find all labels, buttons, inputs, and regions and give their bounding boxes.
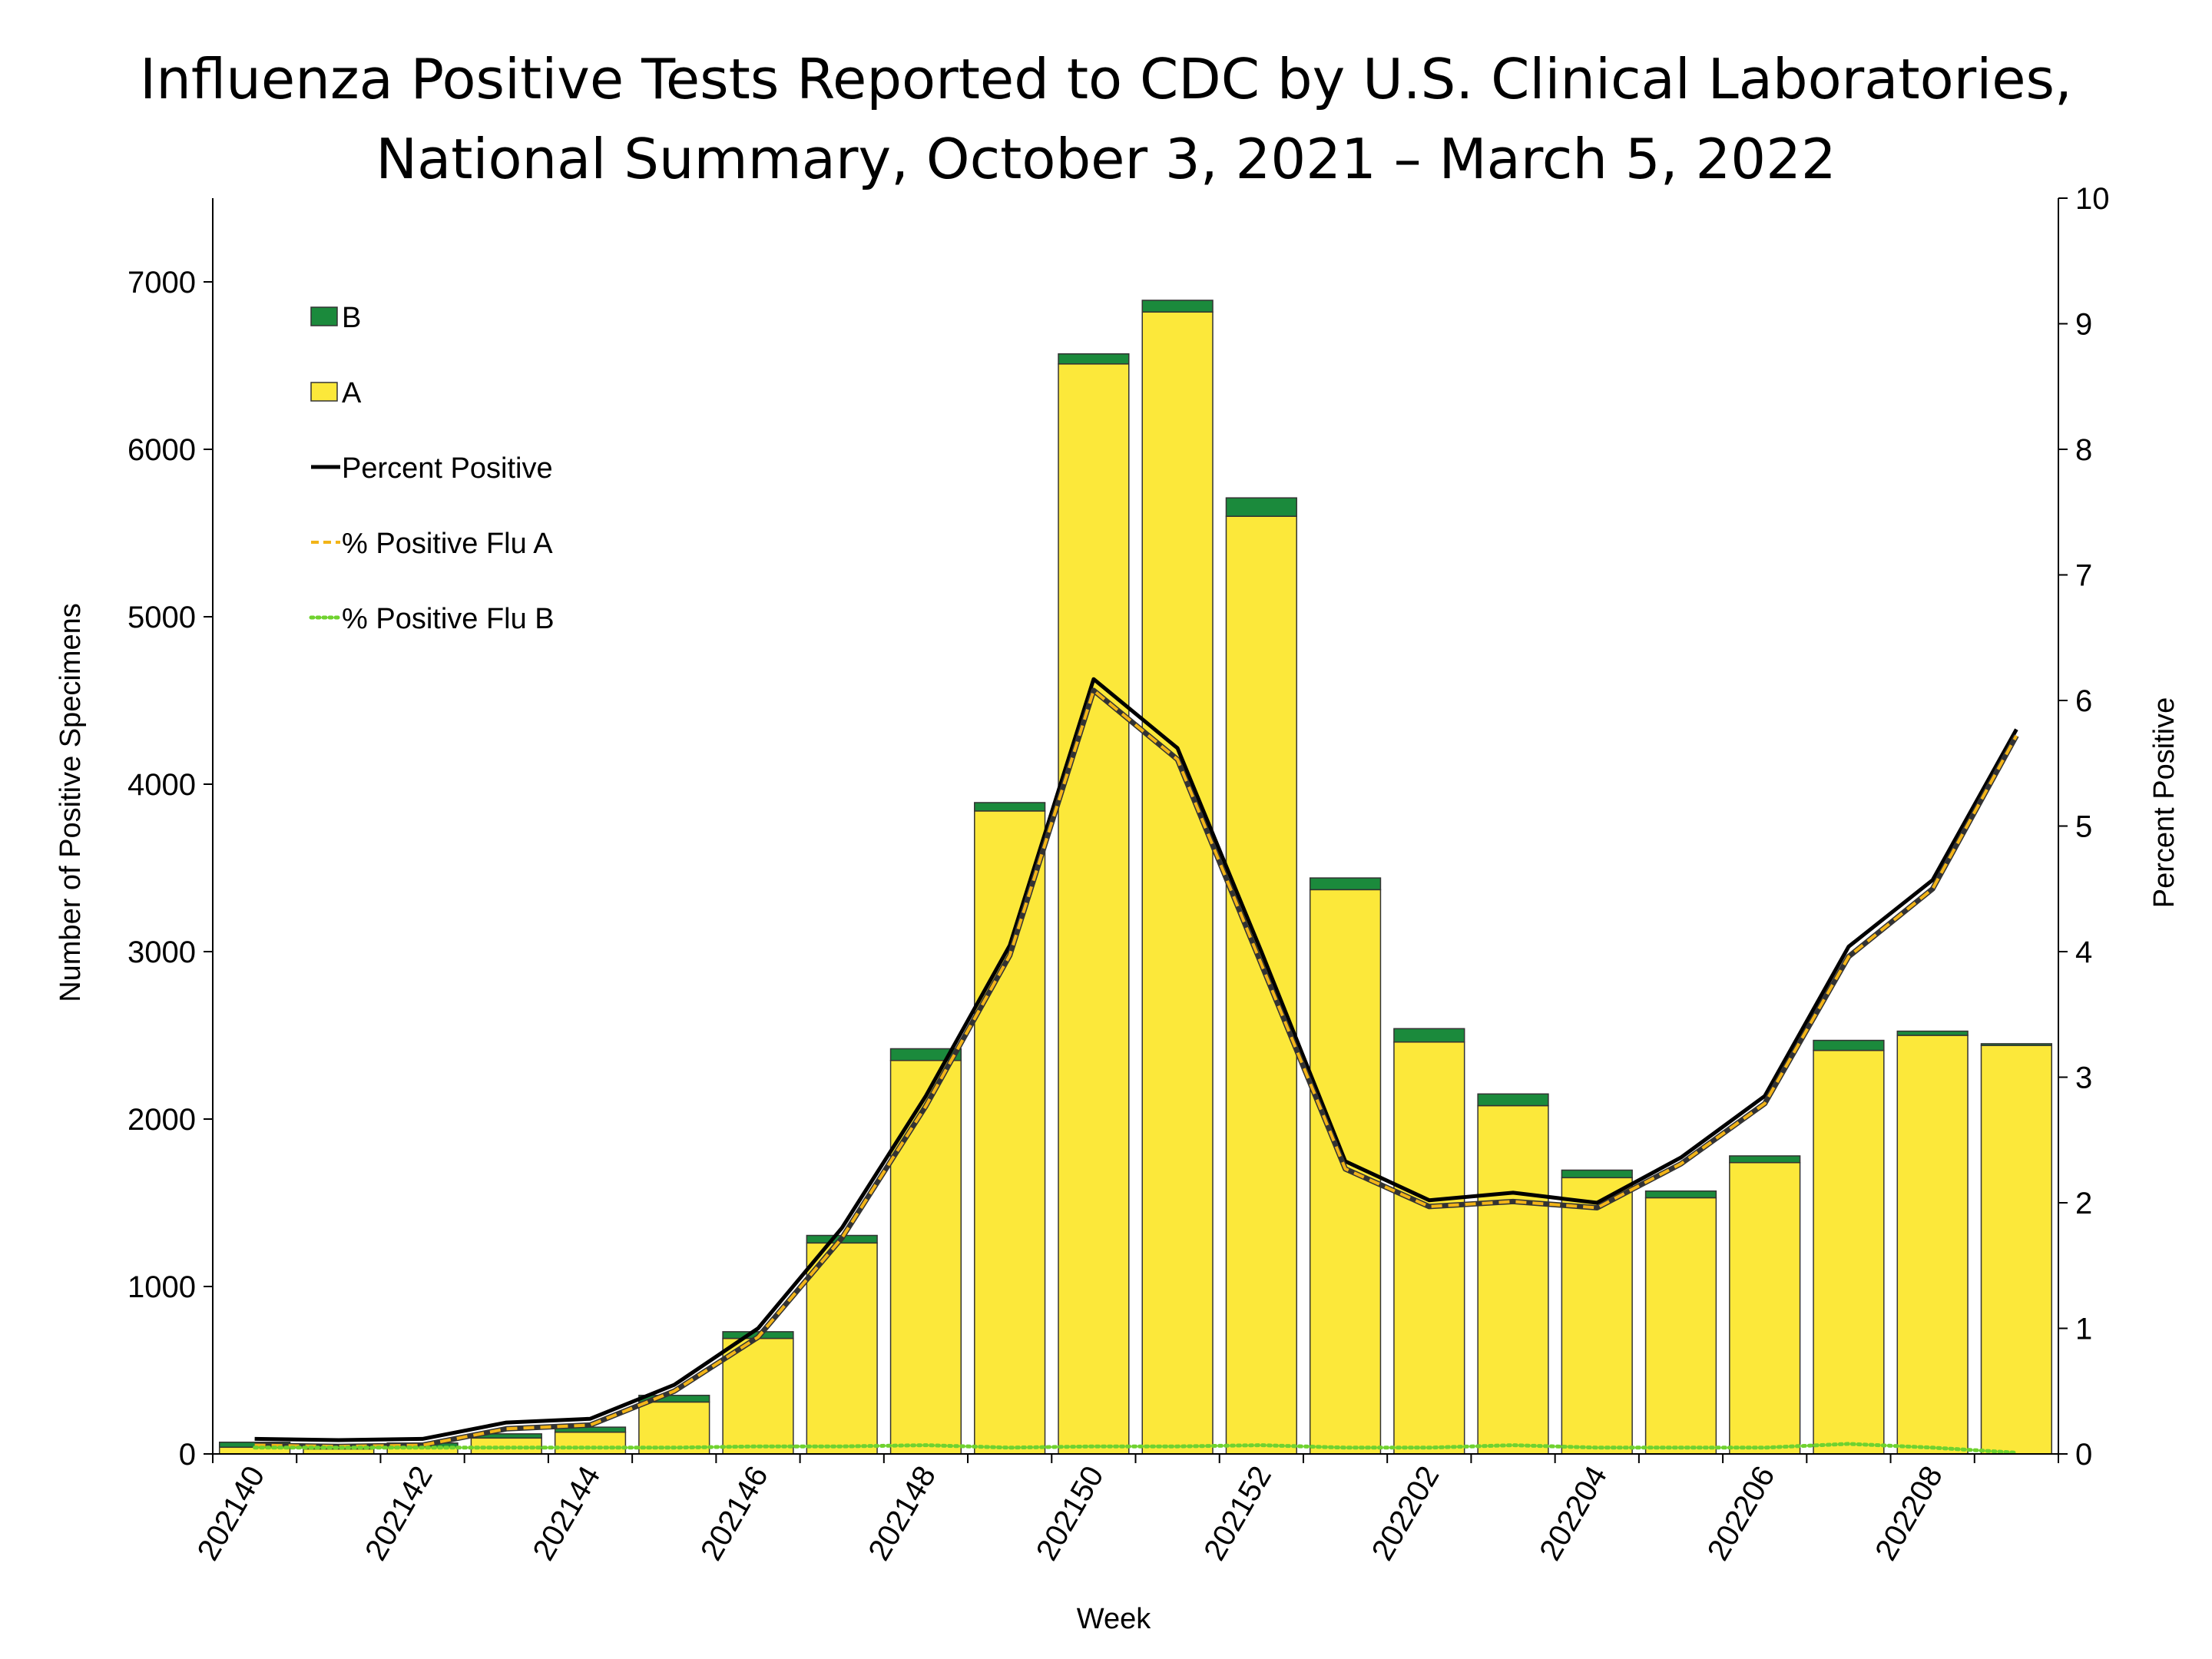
y-right-tick-label: 3 [2075,1061,2092,1095]
y-right-tick-label: 5 [2075,810,2092,844]
bar-a-202152 [1225,515,1297,1455]
line-percent-positive [254,677,2018,1442]
line-percent-flu-a [254,688,2018,1449]
bar-b-202150 [1058,353,1130,365]
x-tick-label: 202146 [694,1461,775,1567]
x-tick-label: 202148 [862,1461,942,1567]
y-left-tick-label: 6000 [127,433,196,467]
bar-b-202148 [889,1048,962,1061]
y-left-tick-label: 0 [179,1438,196,1472]
bar-a-202206 [1729,1161,1801,1455]
y-right-tick-label: 6 [2075,684,2092,718]
y-left-tick-label: 3000 [127,935,196,969]
y-axis-right-label: Percent Positive [2148,697,2181,909]
x-tick-label: 202152 [1197,1461,1278,1567]
legend-label: Percent Positive [342,452,553,485]
bar-series-group [218,300,2053,1455]
bar-b-202204 [1561,1169,1633,1179]
x-tick-label: 202140 [191,1461,272,1567]
legend: B A Percent Positive % Positive Flu A % Posi… [309,302,555,635]
x-tick-label: 202208 [1869,1461,1949,1567]
line-percent-flu-b [253,1442,2018,1455]
y-right-tick-label: 2 [2075,1187,2092,1220]
y-right-tick-label: 8 [2075,433,2092,467]
x-tick-label: 202150 [1030,1461,1111,1567]
bar-a-202207 [1813,1049,1885,1455]
bar-b-202208 [1896,1030,1969,1036]
legend-swatch-a [310,382,338,402]
bar-a-202149 [974,810,1046,1455]
bar-a-202208 [1896,1035,1969,1455]
x-tick-label: 202204 [1533,1461,1614,1567]
bar-a-202205 [1644,1197,1717,1455]
bar-a-202151 [1141,311,1214,1455]
y-right-tick-label: 0 [2075,1438,2092,1472]
bar-a-202209 [1980,1045,2053,1455]
y-left-tick-label: 2000 [127,1103,196,1137]
bar-a-202202 [1393,1041,1465,1455]
legend-swatch-b [310,306,338,326]
y-right-tick-label: 9 [2075,308,2092,342]
bar-b-202203 [1477,1093,1549,1107]
bar-a-202150 [1058,363,1130,1455]
y-axis-left-label: Number of Positive Specimens [55,603,87,1002]
bar-b-202207 [1813,1039,1885,1051]
bar-b-202201 [1309,877,1382,891]
bar-a-202144 [554,1431,627,1455]
y-right-tick-label: 4 [2075,935,2092,969]
bar-b-202149 [974,802,1046,812]
legend-label: A [342,377,362,409]
legend-label: % Positive Flu A [342,528,553,560]
y-left-tick-label: 1000 [127,1270,196,1304]
x-axis-label: Week [1077,1603,1151,1635]
bar-b-202151 [1141,300,1214,313]
x-tick-label: 202206 [1701,1461,1782,1567]
x-tick-label: 202202 [1366,1461,1446,1567]
x-tick-label: 202144 [526,1461,607,1567]
chart-title-line-1: Influenza Positive Tests Reported to CDC… [140,47,2072,111]
y-right-tick-label: 1 [2075,1313,2092,1346]
y-right-tick-label: 7 [2075,559,2092,593]
bar-b-202152 [1225,497,1297,517]
y-left-tick-label: 5000 [127,601,196,634]
chart-title-line-2: National Summary, October 3, 2021 – Marc… [376,127,1836,191]
bar-a-202147 [806,1242,878,1455]
x-tick-label: 202142 [359,1461,439,1567]
y-left-tick-label: 7000 [127,266,196,300]
legend-label: % Positive Flu B [342,603,555,635]
bar-a-202204 [1561,1177,1633,1455]
y-right-tick-label: 10 [2075,182,2110,216]
bar-b-202202 [1393,1028,1465,1043]
bar-b-202206 [1729,1155,1801,1164]
bar-a-202203 [1477,1104,1549,1455]
legend-label: B [342,302,361,334]
bar-b-202205 [1644,1190,1717,1199]
bar-b-202209 [1980,1043,2053,1046]
y-left-tick-label: 4000 [127,768,196,802]
bar-a-202148 [889,1059,962,1455]
line-series-group [253,677,2019,1455]
